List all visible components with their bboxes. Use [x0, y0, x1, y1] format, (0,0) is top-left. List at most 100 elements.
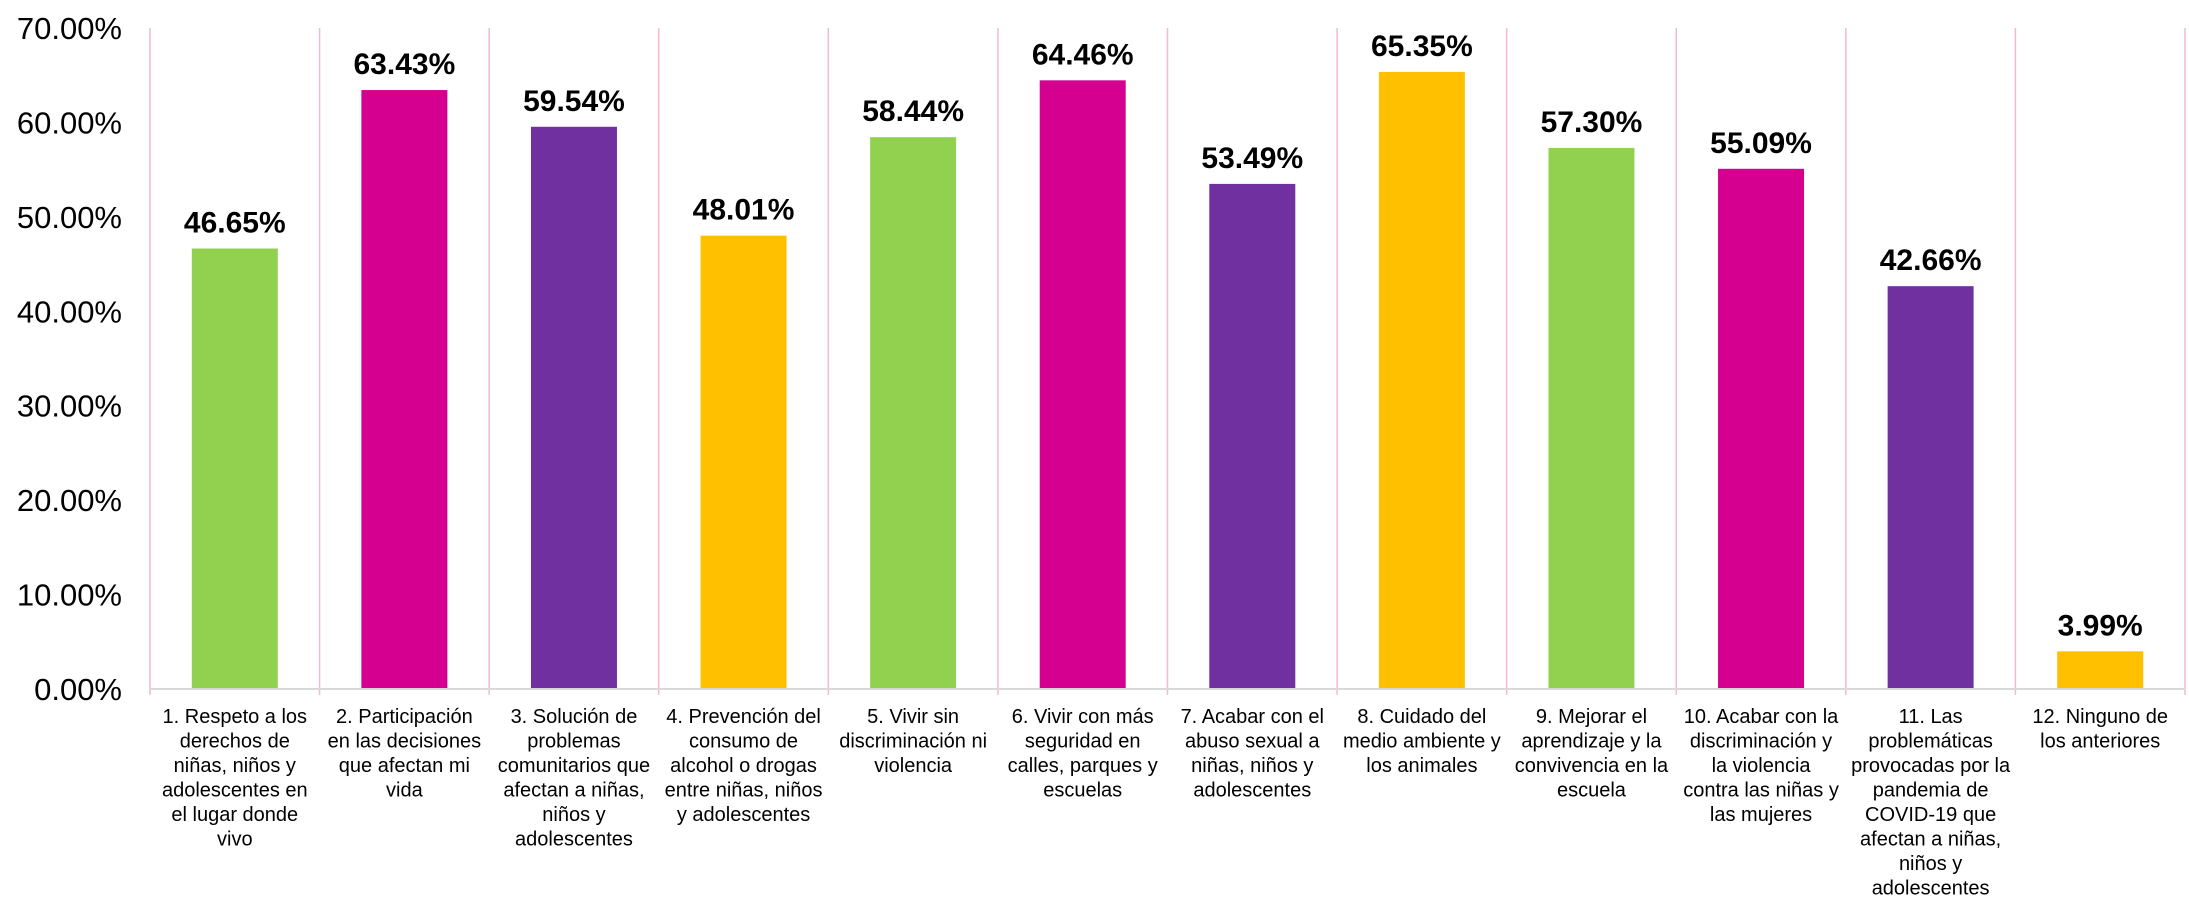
category-label-line: seguridad en — [1025, 731, 1141, 753]
category-label: 8. Cuidado del medio ambiente y los animal… — [1343, 706, 1501, 777]
category-label-line: afectan a niñas, — [503, 780, 644, 802]
category-label-line: derechos de — [180, 731, 290, 753]
category-label: 11. Las problemáticas provocadas por la pan… — [1851, 706, 2011, 897]
bar — [1209, 183, 1296, 690]
bar — [700, 235, 787, 689]
category-label-line: contra las niñas y — [1683, 780, 1839, 802]
category-label-line: 5. Vivir sin — [867, 706, 959, 728]
category-label-line: escuela — [1557, 780, 1627, 802]
category-label-line: adolescentes en — [162, 780, 308, 802]
y-tick-label: 60.00% — [17, 105, 122, 140]
category-label-line: adolescentes — [515, 829, 633, 851]
value-label: 57.30% — [1541, 106, 1643, 139]
category-label: 6. Vivir con más seguridad en calles, parq… — [1008, 706, 1158, 802]
value-label: 48.01% — [693, 194, 795, 227]
bar — [1378, 71, 1465, 689]
y-axis-ticks: 0.00% 10.00% 20.00% 30.00% 40.00% 50.00% 60.00… — [17, 11, 122, 707]
category-label-line: convivencia en la — [1515, 755, 1669, 777]
category-label-line: vivo — [217, 829, 253, 851]
category-label-line: medio ambiente y — [1343, 731, 1501, 753]
category-label: 2. Participación en las decisiones que afe… — [328, 706, 481, 802]
category-label-line: 6. Vivir con más — [1012, 706, 1154, 728]
bar — [1548, 147, 1635, 689]
bar — [1887, 286, 1974, 689]
bar — [191, 248, 278, 689]
category-label-line: niños y — [542, 804, 605, 826]
category-label: 5. Vivir sin discriminación ni violencia — [839, 706, 987, 777]
bar — [1039, 80, 1126, 690]
category-label-line: vida — [386, 780, 424, 802]
bar — [530, 126, 617, 690]
category-label-line: adolescentes — [1872, 878, 1990, 897]
category-label-line: niños y — [1899, 853, 1962, 875]
y-tick-label: 10.00% — [17, 578, 122, 613]
category-label-line: niñas, niños y — [1191, 755, 1313, 777]
category-label: 9. Mejorar el aprendizaje y la convivencia… — [1515, 706, 1669, 802]
value-label: 3.99% — [2058, 609, 2143, 642]
category-label-line: entre niñas, niños — [665, 780, 823, 802]
category-label-line: la violencia — [1712, 755, 1812, 777]
category-label-line: el lugar donde — [171, 804, 298, 826]
value-label: 53.49% — [1201, 142, 1303, 175]
category-label-line: violencia — [874, 755, 953, 777]
bar — [1718, 168, 1805, 690]
y-tick-label: 40.00% — [17, 294, 122, 329]
category-labels: 1. Respeto a los derechos de niñas, niños … — [162, 706, 2168, 897]
value-label: 42.66% — [1880, 244, 1982, 277]
y-tick-label: 0.00% — [34, 672, 122, 707]
category-label-line: y adolescentes — [677, 804, 810, 826]
value-labels: 46.65% 63.43% 59.54% 48.01% 58.44% 64.46% 53.4… — [184, 30, 2143, 642]
category-label-line: 3. Solución de — [511, 706, 638, 728]
category-label-line: 10. Acabar con la — [1684, 706, 1839, 728]
category-label-line: los anteriores — [2040, 731, 2160, 753]
category-label-line: que afectan mi — [339, 755, 470, 777]
category-label-line: discriminación ni — [839, 731, 987, 753]
category-label-line: 12. Ninguno de — [2032, 706, 2168, 728]
category-label-line: problemáticas — [1868, 731, 1993, 753]
value-label: 58.44% — [862, 95, 964, 128]
category-label: 1. Respeto a los derechos de niñas, niños … — [162, 706, 308, 851]
category-label: 4. Prevención del consumo de alcohol o dro… — [665, 706, 823, 826]
value-label: 55.09% — [1710, 127, 1812, 160]
category-label-line: provocadas por la — [1851, 755, 2011, 777]
category-label: 3. Solución de problemas comunitarios que a… — [498, 706, 650, 851]
y-tick-label: 50.00% — [17, 200, 122, 235]
bar — [361, 90, 448, 690]
bar — [2057, 651, 2144, 689]
category-label-line: alcohol o drogas — [670, 755, 817, 777]
y-tick-label: 30.00% — [17, 389, 122, 424]
category-label-line: escuelas — [1043, 780, 1122, 802]
category-label-line: problemas — [527, 731, 620, 753]
category-label-line: los animales — [1366, 755, 1477, 777]
category-label-line: en las decisiones — [328, 731, 481, 753]
category-label-line: abuso sexual a — [1185, 731, 1320, 753]
category-label-line: calles, parques y — [1008, 755, 1158, 777]
value-label: 63.43% — [354, 48, 456, 81]
category-label-line: 4. Prevención del — [666, 706, 821, 728]
category-label-line: niñas, niños y — [174, 755, 296, 777]
y-tick-label: 20.00% — [17, 483, 122, 518]
category-label-line: 9. Mejorar el — [1536, 706, 1647, 728]
bars — [191, 71, 2144, 690]
category-label: 10. Acabar con la discriminación y la viol… — [1683, 706, 1839, 826]
category-separators — [149, 28, 2186, 695]
category-label-line: comunitarios que — [498, 755, 650, 777]
category-label-line: 1. Respeto a los — [163, 706, 308, 728]
category-label-line: consumo de — [689, 731, 798, 753]
category-label-line: adolescentes — [1193, 780, 1311, 802]
category-label-line: COVID-19 que — [1865, 804, 1996, 826]
value-label: 64.46% — [1032, 38, 1134, 71]
category-label: 7. Acabar con el abuso sexual a niñas, niñ… — [1181, 706, 1324, 802]
category-label-line: 2. Participación — [336, 706, 473, 728]
category-label-line: 8. Cuidado del — [1357, 706, 1486, 728]
category-label-line: afectan a niñas, — [1860, 829, 2001, 851]
category-label-line: pandemia de — [1873, 780, 1989, 802]
category-label-line: 7. Acabar con el — [1181, 706, 1324, 728]
bar — [870, 137, 957, 689]
category-label-line: discriminación y — [1690, 731, 1832, 753]
y-tick-label: 70.00% — [17, 11, 122, 46]
value-label: 65.35% — [1371, 30, 1473, 63]
category-label-line: aprendizaje y la — [1521, 731, 1662, 753]
value-label: 46.65% — [184, 206, 286, 239]
